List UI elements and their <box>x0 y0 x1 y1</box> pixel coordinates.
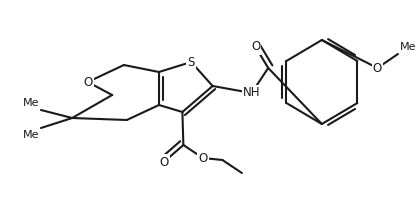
Text: Me: Me <box>23 98 39 108</box>
Text: O: O <box>198 151 207 165</box>
Text: S: S <box>188 56 195 68</box>
Text: O: O <box>83 76 92 88</box>
Text: O: O <box>373 62 382 74</box>
Text: NH: NH <box>243 87 260 99</box>
Text: Me: Me <box>400 42 416 52</box>
Text: Me: Me <box>23 130 39 140</box>
Text: O: O <box>159 156 168 168</box>
Text: O: O <box>251 41 260 53</box>
